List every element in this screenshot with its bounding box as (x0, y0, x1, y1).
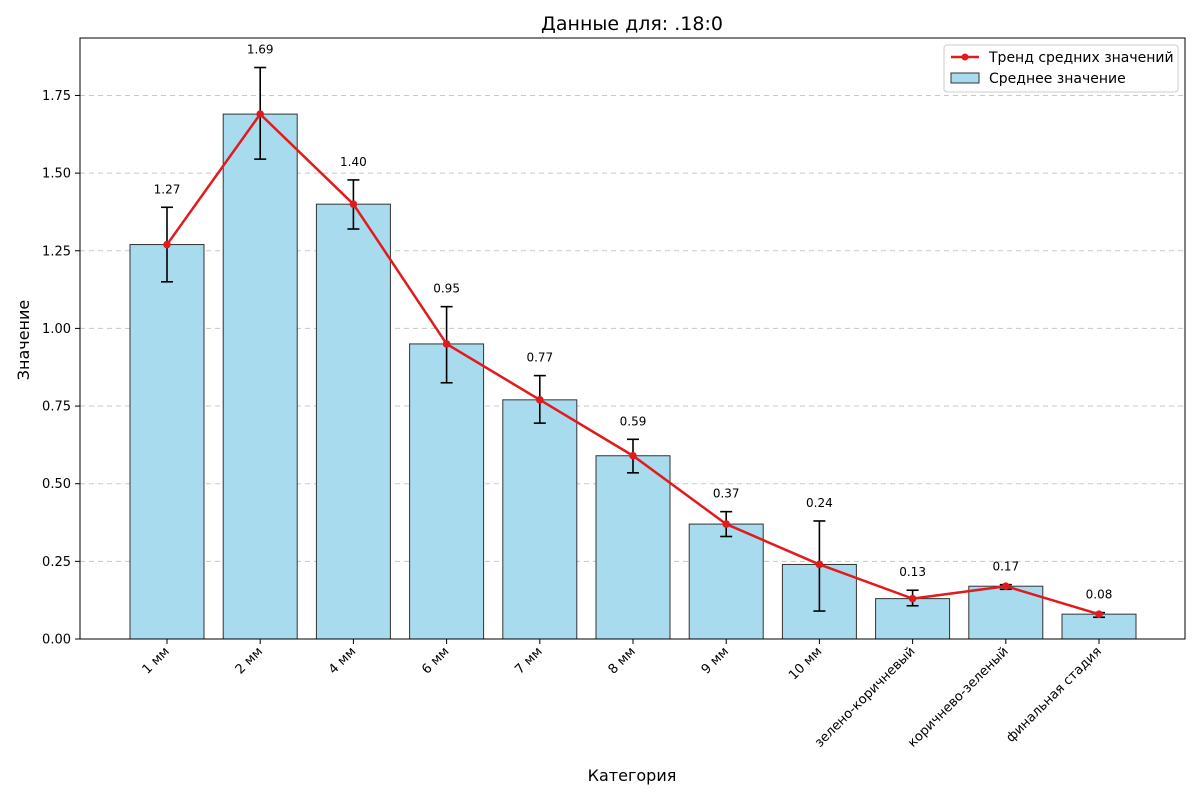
data-label: 1.40 (340, 155, 367, 169)
x-axis-title: Категория (588, 766, 677, 785)
trend-marker (908, 594, 917, 603)
trend-marker (442, 340, 451, 348)
bar (222, 113, 298, 640)
trend-marker (629, 451, 637, 460)
data-label: 0.24 (806, 496, 833, 510)
y-axis: 0.00 0.25 0.50 0.75 1.00 1.25 1.50 1.75 (42, 89, 80, 648)
y-tick-label: 1.00 (42, 322, 71, 337)
y-tick-label: 1.50 (42, 167, 71, 182)
x-tick-label: 6 мм (419, 644, 452, 677)
data-label: 0.08 (1086, 588, 1113, 602)
bar (968, 585, 1044, 640)
bars (129, 113, 1137, 640)
trend-marker (256, 110, 265, 118)
y-tick-label: 0.75 (42, 400, 71, 415)
data-label: 1.27 (154, 182, 181, 196)
legend-bar-swatch (950, 72, 980, 84)
legend-label-trend: Тренд средних значений (988, 50, 1174, 66)
data-label: 0.95 (433, 282, 460, 296)
x-tick-label: 9 мм (699, 644, 732, 677)
x-tick-label: 8 мм (606, 644, 639, 677)
x-tick-label: 7 мм (512, 644, 545, 677)
x-tick-label: зелено-коричневый (812, 644, 918, 750)
legend-label-mean: Среднее значение (989, 71, 1126, 87)
x-tick-label: 10 мм (786, 644, 825, 683)
x-tick-label: 4 мм (326, 644, 359, 677)
trend-marker (722, 520, 730, 528)
trend-marker (1002, 582, 1010, 590)
trend-marker (163, 240, 171, 249)
trend-line (163, 110, 1103, 618)
x-tick-label: финальная стадия (1003, 644, 1104, 745)
bar (409, 343, 485, 640)
x-axis: 1 мм 2 мм 4 мм 6 мм 7 мм 8 мм 9 мм 10 ммзелено-… (140, 639, 1105, 751)
trend-marker (349, 200, 358, 208)
legend: Тренд средних значений Среднее значение (943, 44, 1179, 93)
legend-box (943, 44, 1179, 93)
bar (315, 203, 391, 640)
chart-title: Данные для: .18:0 (541, 13, 723, 35)
y-tick-label: 0.50 (42, 477, 71, 492)
data-label: 0.59 (620, 414, 647, 428)
bar (129, 244, 205, 640)
y-tick-label: 0.00 (42, 633, 71, 648)
data-label: 0.17 (992, 560, 1019, 574)
data-labels: 1.27 1.69 1.40 0.95 0.77 0.59 0.37 0.24 0.13 0.17… (154, 43, 1113, 602)
x-tick-label: коричнево-зеленый (905, 644, 1011, 750)
y-tick-label: 1.25 (42, 244, 71, 259)
trend-marker (536, 396, 544, 404)
x-tick-label: 1 мм (140, 644, 173, 677)
data-label: 0.37 (713, 487, 740, 501)
bar (688, 523, 764, 640)
data-label: 0.77 (526, 351, 553, 365)
x-tick-label: 2 мм (233, 644, 266, 677)
legend-marker-swatch (961, 53, 969, 61)
trend-marker (815, 560, 824, 569)
y-tick-label: 1.75 (42, 89, 71, 104)
data-label: 0.13 (899, 565, 926, 579)
y-tick-label: 0.25 (42, 555, 71, 570)
bar (502, 399, 578, 640)
y-axis-title: Значение (14, 300, 33, 381)
trend-marker (1095, 610, 1103, 618)
data-label: 1.69 (247, 43, 274, 57)
bar (595, 455, 671, 640)
